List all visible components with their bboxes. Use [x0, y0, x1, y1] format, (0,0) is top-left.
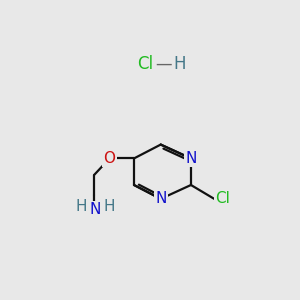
Text: Cl: Cl — [138, 55, 154, 73]
Text: —: — — [155, 55, 172, 73]
Text: N: N — [155, 191, 166, 206]
Text: H: H — [173, 55, 186, 73]
Text: Cl: Cl — [215, 191, 230, 206]
Text: N: N — [185, 151, 197, 166]
Text: N: N — [90, 202, 101, 217]
Text: O: O — [103, 151, 116, 166]
Text: H: H — [103, 199, 115, 214]
Text: H: H — [75, 199, 87, 214]
